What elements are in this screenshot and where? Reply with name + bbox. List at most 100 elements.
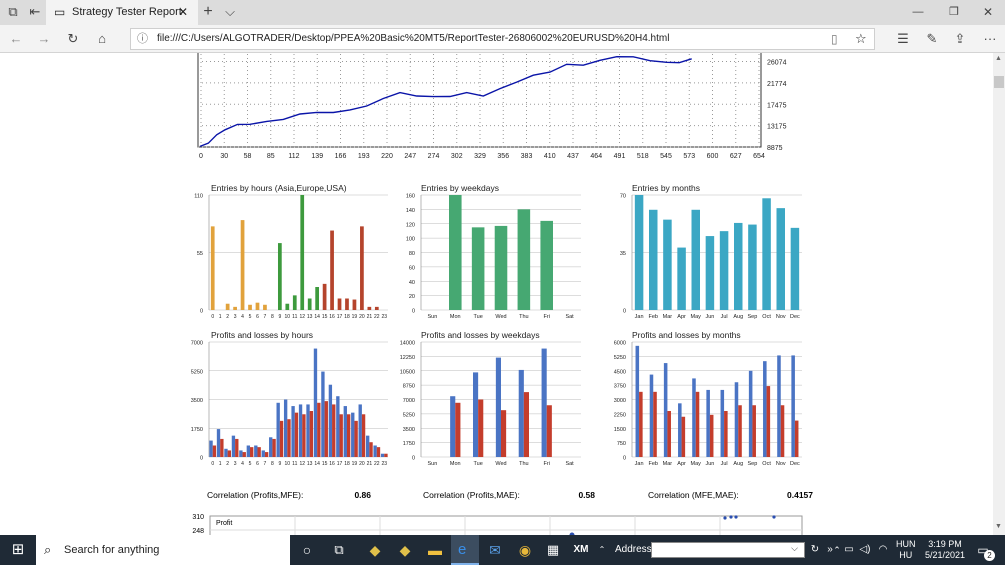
loss-bar: [455, 402, 461, 457]
profit-bar: [720, 389, 725, 457]
more-icon[interactable]: ···: [983, 31, 997, 46]
bar: [677, 247, 686, 310]
scrollbar-thumb[interactable]: [994, 76, 1004, 88]
balance-xlabel: 654: [753, 153, 765, 160]
y-tick-label: 0: [412, 456, 415, 462]
taskbar-search-box[interactable]: ⌕ Search for anything: [36, 535, 290, 565]
start-windows-icon[interactable]: ⊞: [11, 541, 25, 558]
address-dropdown-icon[interactable]: ⌵: [791, 543, 798, 553]
language-top: HUN: [896, 539, 916, 549]
clock[interactable]: 3:19 PM 5/21/2021: [924, 539, 966, 561]
chrome-icon[interactable]: ◉: [518, 542, 532, 558]
bar: [649, 209, 658, 310]
entries-months-chart: 70 35 0 Jan Feb Mar Apr May Jun Jul Aug Sep Oct Nov De…: [620, 194, 802, 320]
profit-bar: [313, 348, 318, 457]
store-icon[interactable]: ▦: [546, 542, 560, 557]
maximize-icon[interactable]: ❐: [949, 6, 959, 18]
profit-bar: [777, 355, 781, 457]
loss-bar: [354, 420, 358, 457]
address-go-icon[interactable]: ↻: [810, 544, 820, 555]
bar: [300, 195, 305, 310]
bar: [263, 304, 267, 310]
page-scrollbar[interactable]: ▲ ▼: [993, 53, 1005, 535]
x-tick-label: 23: [381, 461, 387, 467]
balance-ylabel: 8875: [767, 145, 783, 152]
y-tick-label: 5250: [403, 412, 415, 418]
refresh-icon[interactable]: ↻: [67, 31, 79, 46]
x-tick-label: Mar: [663, 461, 673, 467]
address-next-icon[interactable]: »: [827, 544, 833, 555]
windows-taskbar: ⊞ ⌕ Search for anything ○ ⧉ ◆ ◆ ▬ e ✉ ◉ …: [0, 535, 1005, 565]
battery-icon[interactable]: ▭: [844, 544, 854, 555]
x-tick-label: 16: [329, 461, 335, 467]
network-icon[interactable]: ◠: [878, 544, 888, 555]
balance-ylabel: 26074: [767, 60, 787, 67]
notification-count: 2: [984, 550, 995, 561]
close-window-icon[interactable]: ✕: [982, 5, 994, 19]
y-tick-label: 1750: [191, 427, 203, 433]
taskbar-chevron-icon[interactable]: ⌃: [598, 545, 606, 554]
notification-icon[interactable]: ▭: [977, 543, 989, 557]
entries-months-title: Entries by months: [632, 183, 700, 193]
tray-overflow-icon[interactable]: ⌃: [833, 545, 841, 555]
y-tick-label: 140: [406, 208, 415, 214]
tab-list-icon[interactable]: ⌵: [225, 4, 235, 19]
profit-bar: [358, 404, 362, 457]
reading-view-icon[interactable]: ▯: [831, 32, 838, 46]
app-icon-2[interactable]: ◆: [399, 542, 411, 558]
x-tick-label: Aug: [733, 461, 743, 467]
favorite-star-icon[interactable]: ☆: [855, 31, 867, 46]
loss-bar: [376, 447, 381, 457]
share-icon[interactable]: ⇪: [954, 31, 966, 46]
y-tick-label: 20: [409, 294, 415, 300]
y-tick-label: 0: [623, 309, 626, 315]
balance-xlabel: 329: [474, 153, 486, 160]
profit-bar: [663, 363, 668, 457]
volume-icon[interactable]: ◁): [859, 544, 871, 555]
y-tick-label: 3750: [614, 384, 626, 390]
home-icon[interactable]: ⌂: [98, 31, 106, 46]
bar: [337, 298, 342, 310]
y-tick-label: 35: [620, 251, 626, 257]
xm-app-icon[interactable]: XM: [573, 544, 589, 555]
scroll-up-icon[interactable]: ▲: [995, 55, 1002, 62]
scroll-down-icon[interactable]: ▼: [995, 523, 1002, 530]
cortana-icon[interactable]: ○: [302, 542, 312, 558]
y-tick-label: 7000: [403, 398, 415, 404]
tab-strategy-tester-report[interactable]: ▭ Strategy Tester Report ✕: [46, 0, 198, 25]
address-toolbar-input[interactable]: ⌵: [651, 542, 805, 558]
language-indicator[interactable]: HUN HU: [896, 539, 916, 561]
minimize-icon[interactable]: —: [912, 6, 924, 18]
tab-actions-icon[interactable]: ⧉: [8, 4, 18, 19]
x-tick-label: Aug: [733, 314, 743, 320]
bar: [240, 220, 245, 310]
profit-bar: [306, 404, 310, 457]
profit-bar: [495, 357, 501, 457]
favorites-list-icon[interactable]: ☰: [897, 31, 909, 46]
address-bar: ← → ↻ ⌂ ⓘ file:///C:/Users/ALGOTRADER/De…: [0, 25, 1005, 53]
x-tick-label: Nov: [776, 461, 786, 467]
task-view-icon[interactable]: ⧉: [334, 542, 344, 557]
bar: [307, 298, 312, 310]
new-tab-icon[interactable]: +: [203, 3, 213, 20]
corr-profits-mae-value: 0.58: [578, 490, 595, 500]
app-icon-1[interactable]: ◆: [369, 542, 381, 558]
edge-taskbar-active[interactable]: e: [451, 535, 479, 565]
y-tick-label: 55: [197, 251, 203, 257]
loss-bar: [478, 399, 484, 457]
mail-icon[interactable]: ✉: [489, 542, 501, 558]
loss-bar: [361, 414, 366, 457]
tab-aside-icon[interactable]: ⇤: [29, 4, 41, 19]
file-explorer-icon[interactable]: ▬: [428, 542, 442, 558]
notes-pen-icon[interactable]: ✎: [926, 31, 938, 46]
loss-bar: [324, 401, 328, 457]
x-tick-label: 14: [314, 461, 320, 467]
url-field[interactable]: ⓘ file:///C:/Users/ALGOTRADER/Desktop/PP…: [130, 28, 875, 50]
y-tick-label: 14000: [400, 341, 415, 347]
profit-bar: [791, 355, 795, 457]
y-tick-label: 4500: [614, 369, 626, 375]
forward-icon[interactable]: →: [37, 31, 51, 46]
back-icon[interactable]: ←: [9, 31, 23, 46]
tab-close-icon[interactable]: ✕: [178, 5, 189, 19]
